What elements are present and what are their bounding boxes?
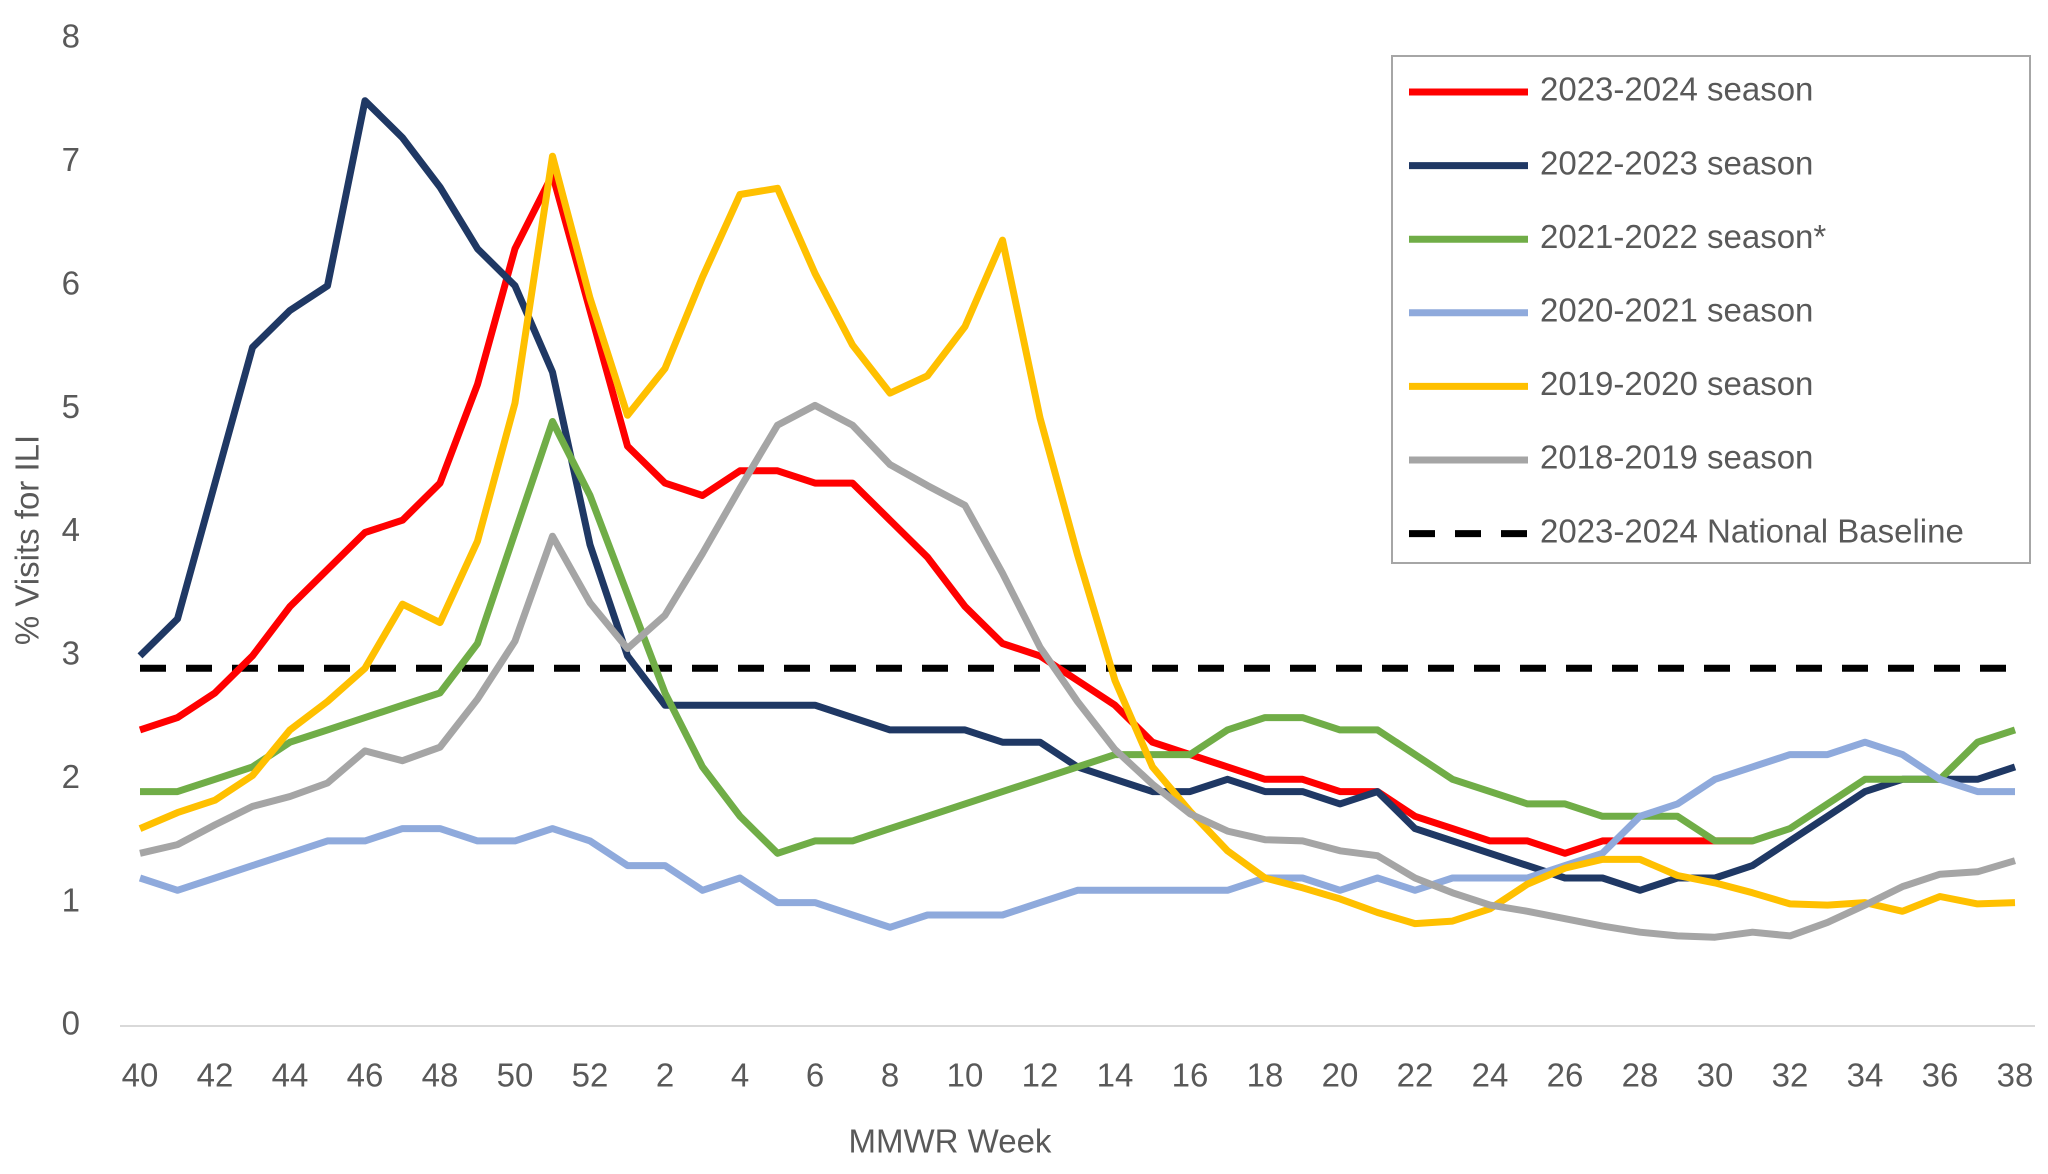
y-tick-label: 8 [62,18,80,55]
y-tick-label: 3 [62,635,80,672]
x-tick-label: 32 [1772,1057,1809,1094]
x-tick-label: 42 [197,1057,234,1094]
y-tick-label: 4 [62,511,80,548]
x-tick-label: 38 [1997,1057,2034,1094]
x-tick-label: 40 [122,1057,159,1094]
y-tick-label: 2 [62,758,80,795]
series-line [139,401,2016,941]
legend-label: 2018-2019 season [1540,439,1813,476]
y-tick-label: 1 [62,881,80,918]
x-tick-label: 12 [1022,1057,1059,1094]
y-tick-label: 0 [62,1005,80,1042]
x-tick-label: 28 [1622,1057,1659,1094]
x-tick-label: 10 [947,1057,984,1094]
series-line [138,738,2015,931]
x-tick-label: 34 [1847,1057,1884,1094]
legend-label: 2020-2021 season [1540,292,1813,329]
x-tick-label: 22 [1397,1057,1434,1094]
x-tick-label: 52 [572,1057,609,1094]
series-line [138,152,2016,928]
x-tick-label: 36 [1922,1057,1959,1094]
x-tick-label: 44 [272,1057,309,1094]
legend-label: 2019-2020 season [1540,365,1813,402]
x-tick-label: 2 [656,1057,674,1094]
x-tick-label: 18 [1247,1057,1284,1094]
series-line [138,171,1753,857]
x-tick-label: 20 [1322,1057,1359,1094]
legend-label: 2021-2022 season* [1540,218,1826,255]
legend-label: 2022-2023 season [1540,144,1813,181]
x-tick-label: 48 [422,1057,459,1094]
x-tick-label: 16 [1172,1057,1209,1094]
x-tick-label: 4 [731,1057,749,1094]
x-tick-label: 50 [497,1057,534,1094]
y-tick-label: 7 [62,141,80,178]
x-tick-label: 24 [1472,1057,1509,1094]
x-tick-label: 46 [347,1057,384,1094]
y-tick-label: 6 [62,264,80,301]
legend-label: 2023-2024 season [1540,71,1813,108]
x-axis-title: MMWR Week [849,1123,1052,1160]
x-tick-label: 26 [1547,1057,1584,1094]
y-axis-title: % Visits for ILI [9,435,46,645]
series-line [140,418,2017,857]
y-tick-label: 5 [62,388,80,425]
x-tick-label: 14 [1097,1057,1134,1094]
x-tick-label: 30 [1697,1057,1734,1094]
x-tick-label: 8 [881,1057,899,1094]
x-tick-label: 6 [806,1057,824,1094]
legend-label: 2023-2024 National Baseline [1540,512,1964,549]
